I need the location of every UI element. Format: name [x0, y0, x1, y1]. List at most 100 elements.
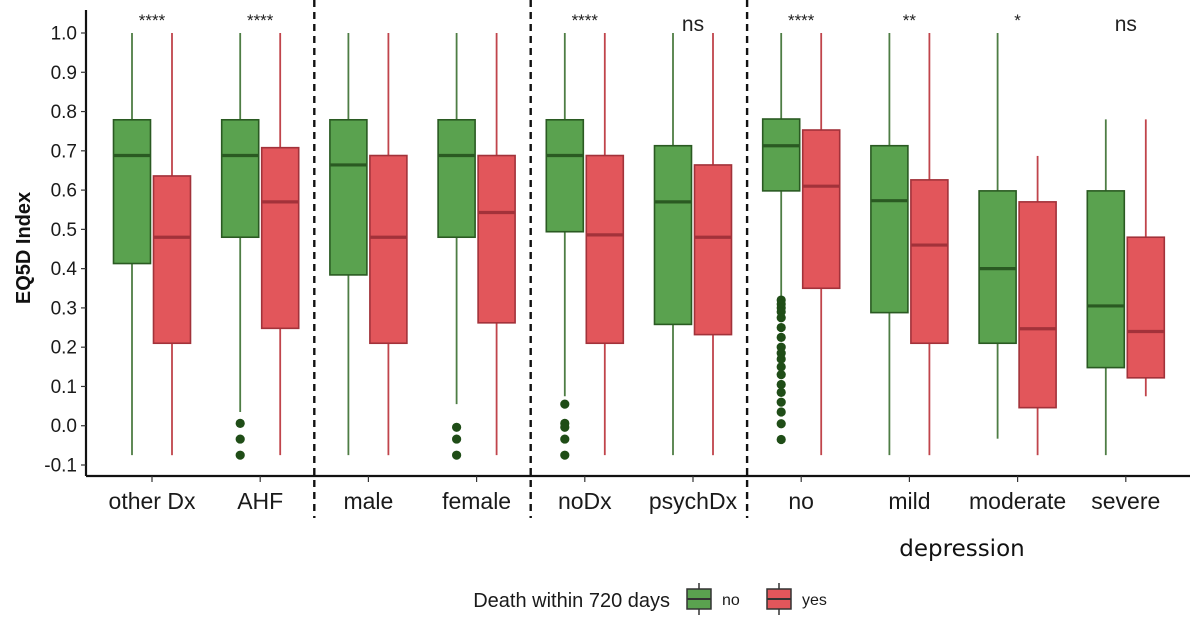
- box-yes-psychDx: [693, 33, 733, 456]
- iqr-box: [585, 154, 625, 345]
- box-no-no: [761, 33, 801, 445]
- box-no-moderate: [978, 33, 1017, 439]
- iqr-box: [1086, 190, 1126, 369]
- outlier-point: [560, 422, 570, 432]
- box-no-AHF: [220, 33, 260, 460]
- significance-labels: **** **** **** ns **** ** * ns: [139, 11, 1137, 36]
- iqr-box: [437, 118, 476, 239]
- legend-label: yes: [802, 592, 827, 609]
- outlier-point: [776, 354, 786, 364]
- iqr-box: [693, 164, 733, 336]
- significance-label: ****: [139, 11, 166, 30]
- box-yes-severe: [1126, 119, 1166, 397]
- significance-label: ****: [788, 11, 815, 30]
- outlier-point: [776, 370, 786, 380]
- box-yes-noDx: [585, 33, 625, 456]
- group-annotation-depression: depression: [899, 536, 1024, 562]
- iqr-box: [801, 129, 841, 290]
- y-axis-title-group: EQ5D Index: [13, 192, 35, 304]
- legend-entry-no: no: [686, 583, 740, 615]
- iqr-box: [220, 118, 260, 239]
- box-no-severe: [1086, 119, 1126, 456]
- x-tick-label: AHF: [237, 488, 283, 514]
- x-tick-labels: other Dx AHF male female noDx psychDx no mild mo…: [109, 488, 1161, 514]
- legend-items: no yes: [686, 583, 827, 615]
- legend-title: Death within 720 days: [473, 590, 670, 612]
- outlier-point: [776, 407, 786, 417]
- box-no-male: [329, 33, 368, 456]
- iqr-box: [1126, 236, 1166, 379]
- outlier-point: [235, 434, 245, 444]
- outlier-point: [776, 379, 786, 390]
- significance-label: **: [903, 11, 917, 30]
- iqr-box: [870, 144, 909, 314]
- y-tick-label: 0.2: [51, 338, 77, 359]
- x-tick-label: male: [343, 488, 393, 514]
- y-tick-label: 0.4: [51, 259, 78, 280]
- outlier-point: [560, 434, 570, 444]
- iqr-box: [329, 118, 368, 276]
- y-tick-label: 0.9: [51, 63, 77, 84]
- x-tick-label: mild: [888, 488, 930, 514]
- outlier-point: [776, 362, 786, 372]
- outlier-point: [776, 397, 786, 407]
- box-no-noDx: [545, 33, 585, 460]
- iqr-box: [112, 118, 152, 265]
- y-axis-title: EQ5D Index: [13, 192, 35, 304]
- legend: Death within 720 days no yes: [473, 583, 827, 615]
- x-tick-label: other Dx: [109, 488, 196, 514]
- y-tick-label: 1.0: [51, 24, 77, 45]
- significance-label: ****: [572, 11, 599, 30]
- y-tick-label: -0.1: [44, 456, 77, 477]
- box-no-psychDx: [653, 33, 693, 456]
- y-tick-label: 0.3: [51, 298, 77, 319]
- iqr-box: [369, 154, 408, 345]
- outlier-point: [776, 419, 786, 429]
- box-no-other-Dx: [112, 33, 152, 456]
- outlier-point: [776, 313, 786, 323]
- significance-label: ns: [682, 13, 704, 36]
- outlier-point: [560, 399, 570, 409]
- y-tick-label: 0.0: [51, 416, 77, 437]
- x-tick-label: no: [788, 488, 814, 514]
- outlier-point: [452, 422, 462, 432]
- outlier-point: [235, 418, 245, 428]
- y-tick-label: 0.8: [51, 102, 77, 123]
- axes: -0.1 0.0 0.1 0.2 0.3 0.4 0.5 0.6 0.7 0.8 0.9 1.0: [44, 10, 1190, 482]
- x-tick-label: female: [442, 488, 511, 514]
- box-yes-male: [369, 33, 408, 456]
- iqr-box: [653, 144, 693, 326]
- x-tick-label: severe: [1091, 488, 1160, 514]
- outlier-point: [452, 450, 462, 460]
- outlier-point: [776, 387, 786, 397]
- outlier-point: [776, 434, 786, 445]
- iqr-box: [545, 118, 585, 233]
- iqr-box: [260, 146, 300, 330]
- outlier-point: [776, 322, 786, 333]
- y-tick-label: 0.1: [51, 377, 77, 398]
- outlier-point: [235, 450, 245, 460]
- significance-label: *: [1014, 11, 1021, 30]
- y-tick-label: 0.6: [51, 181, 77, 202]
- box-no-female: [437, 33, 476, 460]
- box-yes-other-Dx: [152, 33, 192, 456]
- panel-separators: [313, 0, 749, 518]
- boxes: [112, 33, 1166, 460]
- legend-label: no: [722, 592, 740, 609]
- significance-label: ****: [247, 11, 274, 30]
- box-yes-AHF: [260, 33, 300, 456]
- iqr-box: [152, 175, 192, 345]
- legend-entry-yes: yes: [766, 583, 827, 615]
- box-yes-moderate: [1018, 155, 1057, 456]
- x-tick-label: noDx: [558, 488, 612, 514]
- y-tick-label: 0.7: [51, 141, 77, 162]
- iqr-box: [477, 154, 516, 324]
- significance-label: ns: [1115, 13, 1137, 36]
- iqr-box: [761, 118, 801, 192]
- outlier-point: [452, 434, 462, 444]
- box-yes-mild: [910, 33, 949, 456]
- iqr-box: [1018, 201, 1057, 409]
- iqr-box: [910, 179, 949, 345]
- x-tick-label: moderate: [969, 488, 1066, 514]
